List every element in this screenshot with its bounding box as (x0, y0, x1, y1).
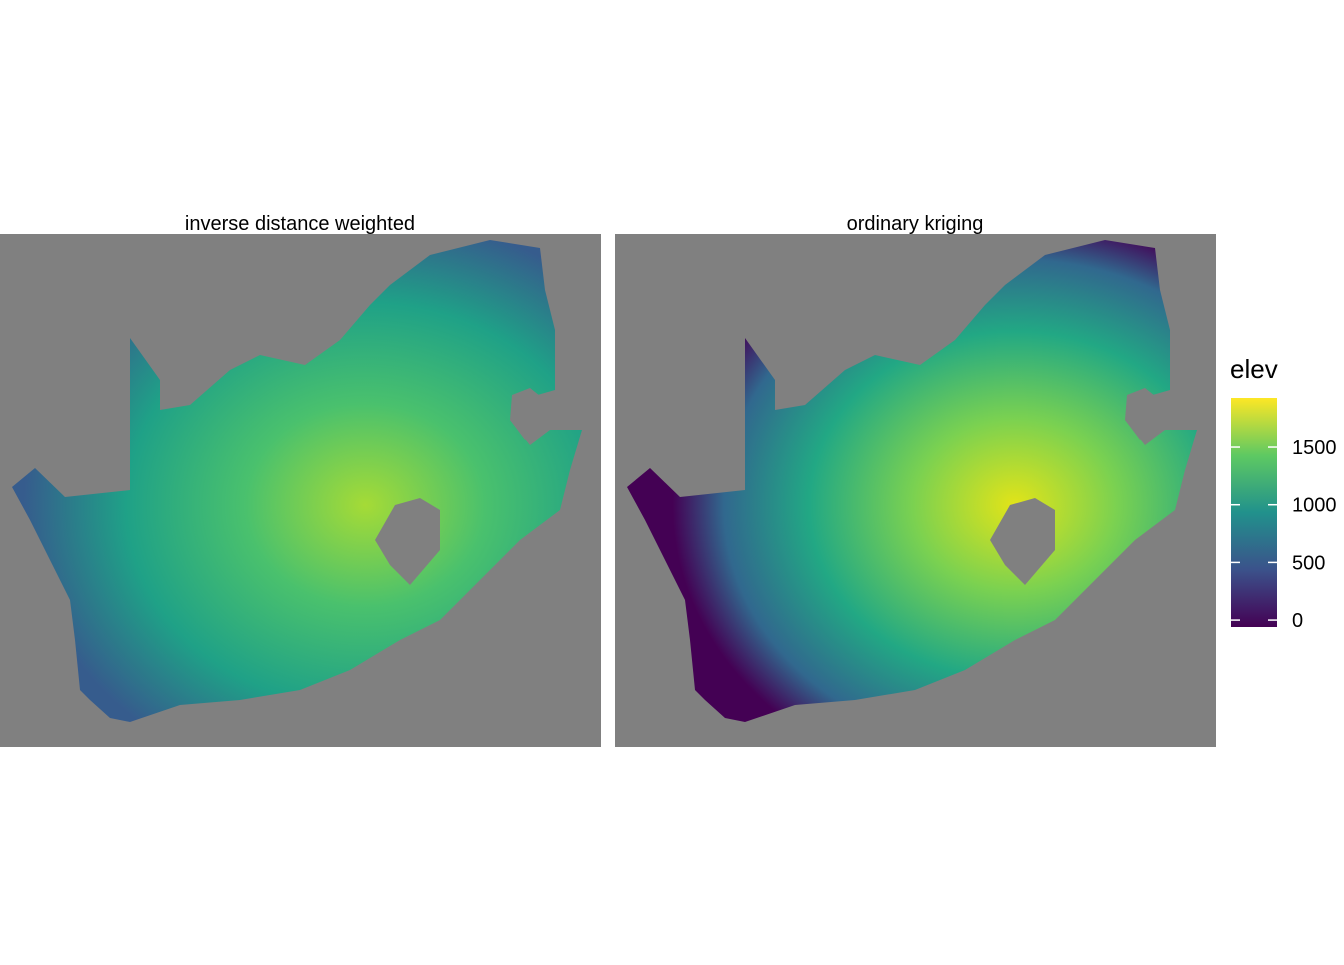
colorbar (1231, 398, 1277, 627)
panel-title: ordinary kriging (847, 213, 984, 235)
colorbar-tick-label: 500 (1292, 552, 1325, 574)
legend-title: elev (1230, 354, 1278, 384)
panel-kriging: ordinary kriging (615, 213, 1216, 747)
panel-idw: inverse distance weighted (0, 213, 601, 747)
panel-title: inverse distance weighted (185, 213, 415, 235)
colorbar-tick-label: 1000 (1292, 495, 1337, 517)
colorbar-tick-label: 1500 (1292, 437, 1337, 459)
legend: elev 0 500 1000 1500 (1230, 354, 1337, 632)
colorbar-tick-label: 0 (1292, 610, 1303, 632)
